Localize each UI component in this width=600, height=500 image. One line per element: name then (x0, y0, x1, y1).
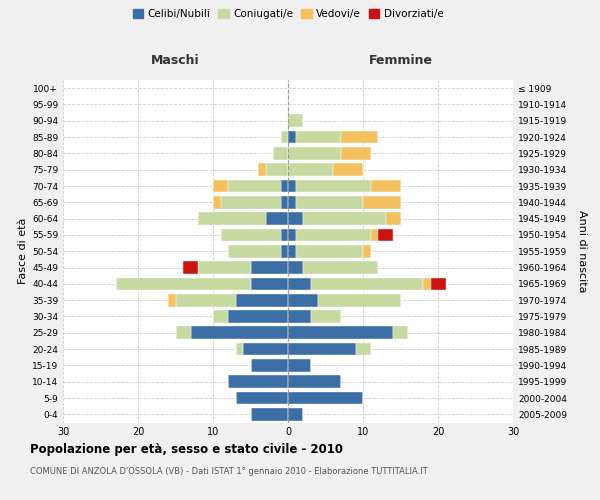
Bar (281, 228, 288, 241)
Bar (281, 196, 288, 208)
Bar (296, 245, 363, 258)
Bar (288, 212, 303, 225)
Bar (296, 130, 341, 143)
Bar (221, 228, 281, 241)
Bar (265, 212, 288, 225)
Bar (423, 278, 431, 290)
Bar (191, 326, 288, 339)
Bar (251, 261, 288, 274)
Bar (228, 180, 281, 192)
Bar (431, 278, 445, 290)
Bar (288, 245, 296, 258)
Bar (378, 228, 393, 241)
Bar (363, 245, 371, 258)
Bar (355, 342, 371, 355)
Bar (386, 212, 401, 225)
Bar (318, 294, 401, 306)
Bar (115, 278, 251, 290)
Bar (243, 342, 288, 355)
Bar (273, 147, 288, 160)
Bar (296, 228, 371, 241)
Y-axis label: Fasce di età: Fasce di età (18, 218, 28, 284)
Bar (288, 310, 311, 323)
Bar (213, 196, 221, 208)
Bar (235, 392, 288, 404)
Bar (288, 342, 355, 355)
Bar (198, 261, 251, 274)
Y-axis label: Anni di nascita: Anni di nascita (577, 210, 587, 292)
Bar (251, 278, 288, 290)
Bar (303, 261, 378, 274)
Bar (363, 196, 401, 208)
Bar (288, 294, 318, 306)
Bar (288, 326, 393, 339)
Bar (303, 212, 386, 225)
Bar (333, 164, 363, 176)
Bar (288, 408, 303, 420)
Bar (251, 408, 288, 420)
Bar (251, 359, 288, 372)
Bar (183, 261, 198, 274)
Bar (228, 245, 281, 258)
Bar (176, 294, 235, 306)
Bar (288, 359, 311, 372)
Text: Maschi: Maschi (151, 54, 200, 68)
Bar (265, 164, 288, 176)
Bar (288, 196, 296, 208)
Bar (235, 294, 288, 306)
Bar (281, 180, 288, 192)
Bar (288, 376, 341, 388)
Bar (288, 261, 303, 274)
Bar (296, 180, 371, 192)
Bar (221, 196, 281, 208)
Bar (281, 130, 288, 143)
Bar (228, 310, 288, 323)
Bar (371, 180, 401, 192)
Bar (176, 326, 191, 339)
Bar (393, 326, 408, 339)
Bar (168, 294, 176, 306)
Bar (288, 228, 296, 241)
Bar (288, 278, 311, 290)
Legend: Celibi/Nubili, Coniugati/e, Vedovi/e, Divorziati/e: Celibi/Nubili, Coniugati/e, Vedovi/e, Di… (128, 5, 448, 24)
Bar (281, 245, 288, 258)
Bar (235, 342, 243, 355)
Bar (311, 278, 423, 290)
Bar (288, 392, 363, 404)
Bar (341, 130, 378, 143)
Bar (288, 114, 303, 127)
Bar (311, 310, 341, 323)
Bar (213, 180, 228, 192)
Text: Femmine: Femmine (368, 54, 433, 68)
Text: COMUNE DI ANZOLA D'OSSOLA (VB) - Dati ISTAT 1° gennaio 2010 - Elaborazione TUTTI: COMUNE DI ANZOLA D'OSSOLA (VB) - Dati IS… (30, 468, 428, 476)
Bar (213, 310, 228, 323)
Bar (258, 164, 265, 176)
Bar (371, 228, 378, 241)
Bar (288, 130, 296, 143)
Bar (288, 147, 341, 160)
Bar (288, 164, 333, 176)
Bar (288, 180, 296, 192)
Bar (341, 147, 371, 160)
Text: Popolazione per età, sesso e stato civile - 2010: Popolazione per età, sesso e stato civil… (30, 442, 343, 456)
Bar (296, 196, 363, 208)
Bar (228, 376, 288, 388)
Bar (198, 212, 265, 225)
